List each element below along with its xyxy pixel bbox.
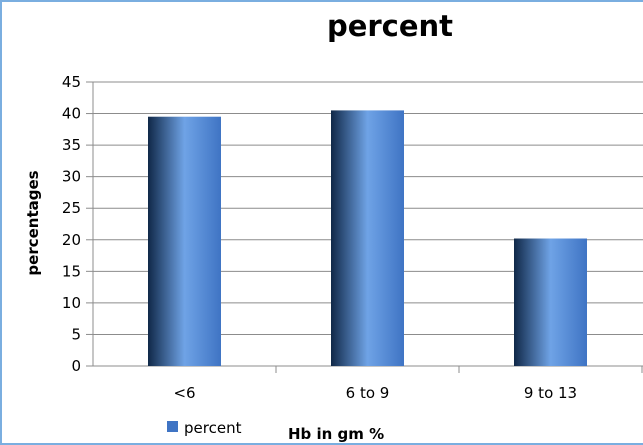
- y-tick-label: 30: [62, 168, 81, 186]
- x-tick-label: <6: [173, 384, 195, 402]
- legend-swatch: [167, 421, 178, 432]
- y-axis-label: percentages: [24, 170, 42, 275]
- bar: [514, 238, 587, 366]
- y-tick-label: 5: [71, 325, 81, 343]
- y-tick-label: 40: [62, 105, 81, 123]
- bar: [148, 116, 221, 366]
- legend: percent: [167, 419, 242, 437]
- x-tick-label: 9 to 13: [524, 384, 577, 402]
- y-tick-label: 20: [62, 231, 81, 249]
- legend-label: percent: [184, 419, 242, 437]
- x-axis-label: Hb in gm %: [288, 425, 384, 443]
- bars: [148, 110, 587, 367]
- y-tick-label: 15: [62, 262, 81, 280]
- y-tick-label: 0: [71, 357, 81, 375]
- bar: [331, 110, 404, 367]
- y-axis-ticks: 0 5 10 15 20 25 30 35 40 45: [62, 73, 93, 375]
- y-tick-label: 45: [62, 73, 81, 91]
- x-tick-label: 6 to 9: [346, 384, 390, 402]
- x-axis-ticks: <6 6 to 9 9 to 13: [173, 366, 643, 402]
- y-tick-label: 25: [62, 199, 81, 217]
- chart-title: percent: [327, 9, 453, 43]
- y-tick-label: 10: [62, 294, 81, 312]
- y-tick-label: 35: [62, 136, 81, 154]
